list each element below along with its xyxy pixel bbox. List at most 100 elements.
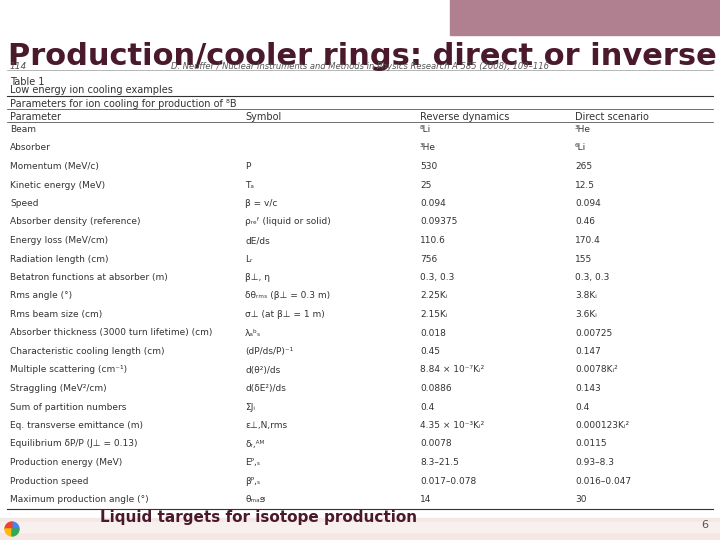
Text: 2.25Kᵢ: 2.25Kᵢ [420, 292, 447, 300]
Bar [450, 0, 720, 35]
Text: 0.0078: 0.0078 [420, 440, 451, 449]
Text: 170.4: 170.4 [575, 236, 600, 245]
Bar [0, 522, 720, 532]
Text: 0.0115: 0.0115 [575, 440, 607, 449]
Wedge shape [12, 522, 19, 529]
Text: Absorber density (reference): Absorber density (reference) [10, 218, 140, 226]
Text: 756: 756 [420, 254, 437, 264]
Text: Production energy (MeV): Production energy (MeV) [10, 458, 122, 467]
Text: (dP/ds/P)⁻¹: (dP/ds/P)⁻¹ [245, 347, 293, 356]
Text: d(θ²)/ds: d(θ²)/ds [245, 366, 280, 375]
Text: 12.5: 12.5 [575, 180, 595, 190]
Text: 0.147: 0.147 [575, 347, 600, 356]
Text: 3.8Kᵢ: 3.8Kᵢ [575, 292, 597, 300]
Text: 114: 114 [10, 62, 27, 71]
Text: 4.35 × 10⁻³Kᵢ²: 4.35 × 10⁻³Kᵢ² [420, 421, 485, 430]
Text: Rms beam size (cm): Rms beam size (cm) [10, 310, 102, 319]
Text: dE/ds: dE/ds [245, 236, 270, 245]
Text: σ⊥ (at β⊥ = 1 m): σ⊥ (at β⊥ = 1 m) [245, 310, 325, 319]
Text: 0.0078Kᵢ²: 0.0078Kᵢ² [575, 366, 618, 375]
Text: 0.45: 0.45 [420, 347, 440, 356]
Text: λₐᵇₛ: λₐᵇₛ [245, 328, 261, 338]
Text: 0.46: 0.46 [575, 218, 595, 226]
Text: 0.143: 0.143 [575, 384, 600, 393]
Wedge shape [12, 529, 19, 536]
Text: 14: 14 [420, 495, 431, 504]
Text: β = v/c: β = v/c [245, 199, 277, 208]
Bar [0, 518, 720, 540]
Text: Eᴾ,ₛ: Eᴾ,ₛ [245, 458, 260, 467]
Wedge shape [5, 529, 12, 536]
Text: Kinetic energy (MeV): Kinetic energy (MeV) [10, 180, 105, 190]
Wedge shape [5, 522, 12, 529]
Text: βᴾ,ₛ: βᴾ,ₛ [245, 476, 260, 485]
Text: 0.00725: 0.00725 [575, 328, 612, 338]
Text: Rms angle (°): Rms angle (°) [10, 292, 72, 300]
Text: Absorber thickness (3000 turn lifetime) (cm): Absorber thickness (3000 turn lifetime) … [10, 328, 212, 338]
Text: 2.15Kᵢ: 2.15Kᵢ [420, 310, 448, 319]
Text: 0.016–0.047: 0.016–0.047 [575, 476, 631, 485]
Text: Low energy ion cooling examples: Low energy ion cooling examples [10, 85, 173, 95]
Text: Maximum production angle (°): Maximum production angle (°) [10, 495, 148, 504]
Text: Sum of partition numbers: Sum of partition numbers [10, 402, 127, 411]
Text: θₘₐϧ: θₘₐϧ [245, 495, 265, 504]
Text: 0.3, 0.3: 0.3, 0.3 [420, 273, 454, 282]
Text: 0.3, 0.3: 0.3, 0.3 [575, 273, 609, 282]
Text: Characteristic cooling length (cm): Characteristic cooling length (cm) [10, 347, 164, 356]
Text: 0.017–0.078: 0.017–0.078 [420, 476, 476, 485]
Text: Beam: Beam [10, 125, 36, 134]
Text: Symbol: Symbol [245, 112, 282, 122]
Text: 0.018: 0.018 [420, 328, 446, 338]
Text: Eq. transverse emittance (m): Eq. transverse emittance (m) [10, 421, 143, 430]
Text: 265: 265 [575, 162, 592, 171]
Text: 155: 155 [575, 254, 593, 264]
Text: 6: 6 [701, 520, 708, 530]
Text: ΣJᵢ: ΣJᵢ [245, 402, 255, 411]
Text: Tₐ: Tₐ [245, 180, 254, 190]
Text: Energy loss (MeV/cm): Energy loss (MeV/cm) [10, 236, 108, 245]
Text: 530: 530 [420, 162, 437, 171]
Text: Lᵣ: Lᵣ [245, 254, 253, 264]
Text: 0.93–8.3: 0.93–8.3 [575, 458, 614, 467]
Text: Momentum (MeV/c): Momentum (MeV/c) [10, 162, 99, 171]
Text: 8.84 × 10⁻⁷Kᵢ²: 8.84 × 10⁻⁷Kᵢ² [420, 366, 485, 375]
Text: δθᵣₘₛ (β⊥ = 0.3 m): δθᵣₘₛ (β⊥ = 0.3 m) [245, 292, 330, 300]
Text: Radiation length (cm): Radiation length (cm) [10, 254, 109, 264]
Text: Direct scenario: Direct scenario [575, 112, 649, 122]
Text: Table 1: Table 1 [10, 77, 45, 87]
Text: P: P [245, 162, 251, 171]
Text: ³He: ³He [420, 144, 436, 152]
Text: Parameters for ion cooling for production of ⁸B: Parameters for ion cooling for productio… [10, 99, 237, 109]
Text: ⁸Li: ⁸Li [420, 125, 431, 134]
Text: Multiple scattering (cm⁻¹): Multiple scattering (cm⁻¹) [10, 366, 127, 375]
Text: Production speed: Production speed [10, 476, 89, 485]
Text: Betatron functions at absorber (m): Betatron functions at absorber (m) [10, 273, 168, 282]
Text: ε⊥,N,rms: ε⊥,N,rms [245, 421, 287, 430]
Text: 3.6Kᵢ: 3.6Kᵢ [575, 310, 597, 319]
Text: 0.4: 0.4 [420, 402, 434, 411]
Text: ⁶Li: ⁶Li [575, 144, 586, 152]
Text: δᵣ,ᴬᴹ: δᵣ,ᴬᴹ [245, 440, 264, 449]
Text: 30: 30 [575, 495, 587, 504]
Text: Absorber: Absorber [10, 144, 51, 152]
Text: ρᵣₑᶠ (liquid or solid): ρᵣₑᶠ (liquid or solid) [245, 218, 330, 226]
Text: Straggling (MeV²/cm): Straggling (MeV²/cm) [10, 384, 107, 393]
Text: Liquid targets for isotope production: Liquid targets for isotope production [100, 510, 417, 525]
Text: 0.4: 0.4 [575, 402, 589, 411]
Text: 0.0886: 0.0886 [420, 384, 451, 393]
Text: β⊥, η: β⊥, η [245, 273, 270, 282]
Text: Production/cooler rings: direct or inverse kinematics: Production/cooler rings: direct or inver… [8, 42, 720, 71]
Text: Reverse dynamics: Reverse dynamics [420, 112, 509, 122]
Text: 0.09375: 0.09375 [420, 218, 457, 226]
Text: 0.000123Kᵢ²: 0.000123Kᵢ² [575, 421, 629, 430]
Text: D. Neuffer / Nuclear Instruments and Methods in Physics Research A 585 (2008), 1: D. Neuffer / Nuclear Instruments and Met… [171, 62, 549, 71]
Text: ³He: ³He [575, 125, 591, 134]
Text: Equilibrium δP/P (J⊥ = 0.13): Equilibrium δP/P (J⊥ = 0.13) [10, 440, 138, 449]
Text: 25: 25 [420, 180, 431, 190]
Text: Parameter: Parameter [10, 112, 61, 122]
Text: 8.3–21.5: 8.3–21.5 [420, 458, 459, 467]
Text: 0.094: 0.094 [420, 199, 446, 208]
Text: d(δE²)/ds: d(δE²)/ds [245, 384, 286, 393]
Text: 110.6: 110.6 [420, 236, 446, 245]
Text: 0.094: 0.094 [575, 199, 600, 208]
